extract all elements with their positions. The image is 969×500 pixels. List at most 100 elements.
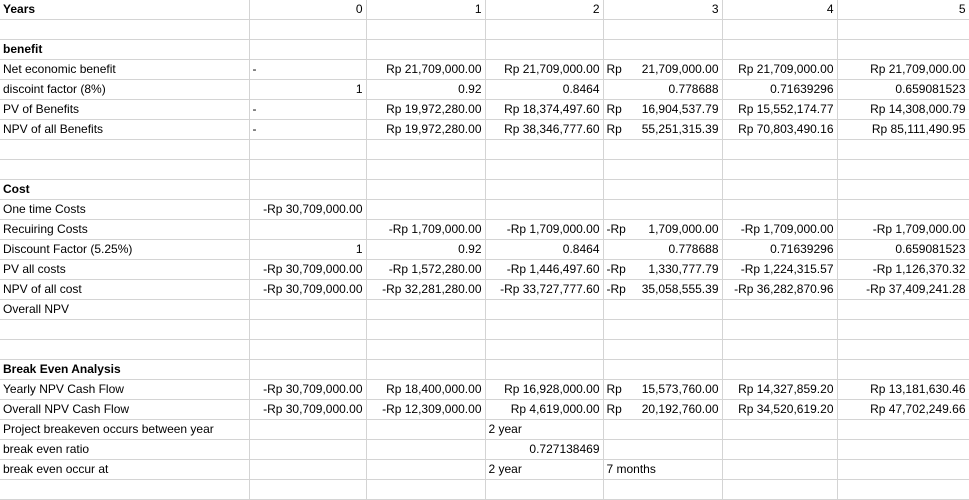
value-cell[interactable] [485, 299, 604, 320]
value-cell[interactable] [837, 459, 969, 480]
value-cell[interactable]: Rp 18,374,497.60 [485, 99, 604, 120]
value-cell[interactable]: 0.778688 [603, 239, 723, 260]
empty-cell[interactable] [366, 359, 486, 380]
empty-cell[interactable] [603, 39, 723, 60]
empty-cell[interactable] [603, 19, 723, 40]
value-cell[interactable]: Rp 21,709,000.00 [722, 59, 838, 80]
value-cell[interactable]: 0.92 [366, 79, 486, 100]
value-cell[interactable]: 0.778688 [603, 79, 723, 100]
year-header-cell[interactable]: 1 [366, 0, 486, 20]
value-cell[interactable]: Rp 21,709,000.00 [366, 59, 486, 80]
empty-cell[interactable] [837, 319, 969, 340]
empty-cell[interactable] [485, 179, 604, 200]
value-cell[interactable]: Rp 19,972,280.00 [366, 119, 486, 140]
value-cell[interactable]: 0.8464 [485, 239, 604, 260]
empty-cell[interactable] [603, 159, 723, 180]
empty-cell[interactable] [249, 319, 367, 340]
value-cell[interactable]: Rp 21,709,000.00 [837, 59, 969, 80]
benefit-section-title-label[interactable]: benefit [0, 39, 250, 60]
empty-cell[interactable] [722, 139, 838, 160]
empty-cell[interactable] [603, 139, 723, 160]
value-cell[interactable] [722, 419, 838, 440]
empty-cell[interactable] [603, 339, 723, 360]
year-header-cell[interactable]: 5 [837, 0, 969, 20]
value-cell[interactable]: 1 [249, 79, 367, 100]
value-cell[interactable]: Rp 20,192,760.00 [603, 399, 723, 420]
value-cell[interactable] [249, 459, 367, 480]
empty-cell[interactable] [485, 339, 604, 360]
empty-cell[interactable] [485, 359, 604, 380]
empty-cell[interactable] [837, 159, 969, 180]
row-label[interactable]: Discount Factor (5.25%) [0, 239, 250, 260]
value-cell[interactable]: -Rp 1,709,000.00 [722, 219, 838, 240]
value-cell[interactable]: 0.659081523 [837, 239, 969, 260]
empty-cell[interactable] [722, 479, 838, 500]
value-cell[interactable]: 0.8464 [485, 79, 604, 100]
value-cell[interactable]: -Rp 30,709,000.00 [249, 259, 367, 280]
row-label[interactable]: break even occur at [0, 459, 250, 480]
value-cell[interactable] [837, 299, 969, 320]
empty-cell[interactable] [249, 39, 367, 60]
value-cell[interactable] [603, 439, 723, 460]
value-cell[interactable]: 0.659081523 [837, 79, 969, 100]
value-cell[interactable]: -Rp 1,446,497.60 [485, 259, 604, 280]
value-cell[interactable]: -Rp 30,709,000.00 [249, 379, 367, 400]
row-label[interactable]: NPV of all Benefits [0, 119, 250, 140]
value-cell[interactable]: Rp 13,181,630.46 [837, 379, 969, 400]
value-cell[interactable] [837, 419, 969, 440]
value-cell[interactable]: Rp 55,251,315.39 [603, 119, 723, 140]
empty-cell[interactable] [249, 139, 367, 160]
value-cell[interactable]: -Rp 35,058,555.39 [603, 279, 723, 300]
value-cell[interactable] [722, 459, 838, 480]
value-cell[interactable]: Rp 16,904,537.79 [603, 99, 723, 120]
row-label[interactable]: Overall NPV Cash Flow [0, 399, 250, 420]
empty-cell[interactable] [603, 359, 723, 380]
value-cell[interactable]: 0.92 [366, 239, 486, 260]
value-cell[interactable]: -Rp 37,409,241.28 [837, 279, 969, 300]
empty-cell[interactable] [366, 339, 486, 360]
years-label[interactable]: Years [0, 0, 250, 20]
value-cell[interactable]: -Rp 1,709,000.00 [603, 219, 723, 240]
value-cell[interactable]: 0.71639296 [722, 239, 838, 260]
value-cell[interactable] [722, 439, 838, 460]
value-cell[interactable]: 0.71639296 [722, 79, 838, 100]
empty-cell[interactable] [837, 39, 969, 60]
empty-cell[interactable] [0, 139, 250, 160]
value-cell[interactable]: Rp 16,928,000.00 [485, 379, 604, 400]
empty-cell[interactable] [485, 139, 604, 160]
row-label[interactable]: One time Costs [0, 199, 250, 220]
value-cell[interactable]: -Rp 1,126,370.32 [837, 259, 969, 280]
empty-cell[interactable] [603, 479, 723, 500]
breakeven-section-title-label[interactable]: Break Even Analysis [0, 359, 250, 380]
value-cell[interactable] [603, 199, 723, 220]
empty-cell[interactable] [0, 479, 250, 500]
empty-cell[interactable] [485, 39, 604, 60]
empty-cell[interactable] [485, 159, 604, 180]
value-cell[interactable]: -Rp 30,709,000.00 [249, 199, 367, 220]
empty-cell[interactable] [485, 19, 604, 40]
value-cell[interactable]: -Rp 32,281,280.00 [366, 279, 486, 300]
value-cell[interactable]: 1 [249, 239, 367, 260]
empty-cell[interactable] [603, 179, 723, 200]
value-cell[interactable]: Rp 18,400,000.00 [366, 379, 486, 400]
value-cell[interactable]: Rp 85,111,490.95 [837, 119, 969, 140]
empty-cell[interactable] [603, 319, 723, 340]
value-cell[interactable]: Rp 21,709,000.00 [485, 59, 604, 80]
empty-cell[interactable] [249, 339, 367, 360]
value-cell[interactable] [722, 199, 838, 220]
value-cell[interactable] [485, 199, 604, 220]
year-header-cell[interactable]: 2 [485, 0, 604, 20]
value-cell[interactable] [366, 459, 486, 480]
row-label[interactable]: Project breakeven occurs between year [0, 419, 250, 440]
value-cell[interactable]: -Rp 1,572,280.00 [366, 259, 486, 280]
empty-cell[interactable] [249, 479, 367, 500]
row-label[interactable]: break even ratio [0, 439, 250, 460]
empty-cell[interactable] [0, 319, 250, 340]
value-cell[interactable] [603, 299, 723, 320]
value-cell[interactable] [603, 419, 723, 440]
value-cell[interactable]: -Rp 1,709,000.00 [837, 219, 969, 240]
value-cell[interactable]: -Rp 36,282,870.96 [722, 279, 838, 300]
value-cell[interactable]: Rp 15,552,174.77 [722, 99, 838, 120]
cost-section-title-label[interactable]: Cost [0, 179, 250, 200]
value-cell[interactable]: Rp 34,520,619.20 [722, 399, 838, 420]
